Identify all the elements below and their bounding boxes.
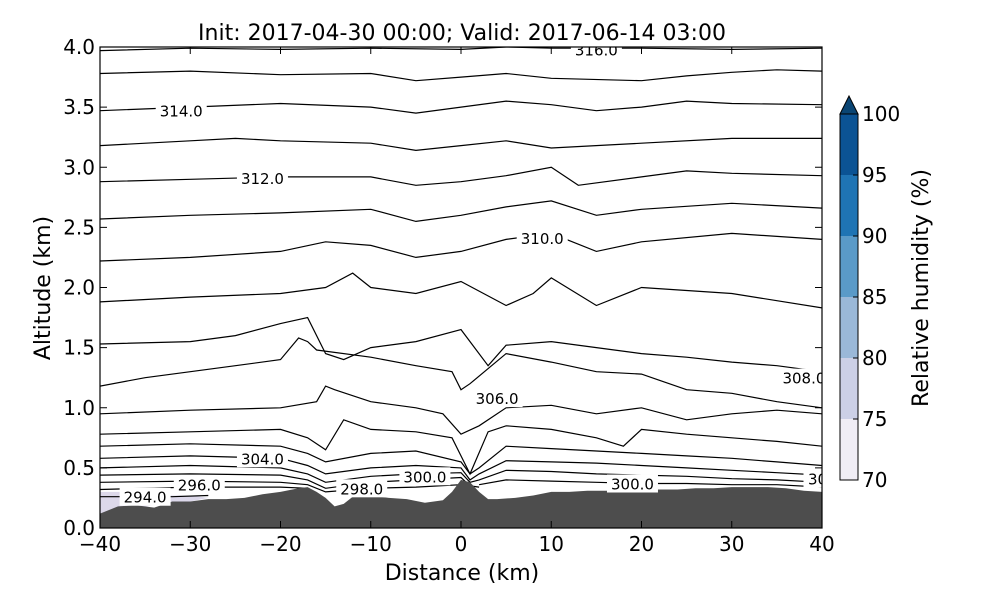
contour-line-0 <box>100 47 822 52</box>
contour-line-13 <box>100 455 822 481</box>
contour-label-18: 296.0 <box>178 477 221 495</box>
y-tick-label-7: 3.5 <box>63 95 95 119</box>
x-tick-label-3: −10 <box>350 532 392 556</box>
colorbar-tick-label-4: 90 <box>862 224 887 248</box>
x-tick-label-8: 40 <box>809 532 834 556</box>
y-tick-label-5: 2.5 <box>63 215 95 239</box>
y-tick-label-8: 4.0 <box>63 35 95 59</box>
contour-line-9 <box>100 337 822 409</box>
colorbar-segment-0 <box>840 419 858 480</box>
x-axis-label: Distance (km) <box>385 561 540 586</box>
colorbar-tick-label-3: 85 <box>862 285 887 309</box>
contour-line-5 <box>100 200 822 223</box>
contour-label-bg-19 <box>119 487 171 506</box>
contour-label-bg-edge <box>803 469 822 488</box>
contour-label-6: 310.0 <box>521 230 564 248</box>
colorbar-segment-5 <box>840 114 858 175</box>
colorbar-tick-label-6: 100 <box>862 102 900 126</box>
colorbar-extend-arrow <box>839 94 859 115</box>
contour-label-bg-9 <box>471 389 523 408</box>
contour-label-19: 294.0 <box>124 489 167 507</box>
y-tick-label-0: 0.0 <box>63 516 95 540</box>
contour-label-17: 298.0 <box>340 480 383 498</box>
colorbar-segment-4 <box>840 175 858 236</box>
contour-label-bg-4 <box>236 169 288 188</box>
contour-line-2 <box>100 100 822 114</box>
x-tick-label-7: 30 <box>719 532 744 556</box>
contour-line-14 <box>100 464 822 483</box>
contour-line-7 <box>100 272 822 309</box>
colorbar-tick-label-0: 70 <box>862 468 887 492</box>
contour-label-4: 312.0 <box>241 170 284 188</box>
y-tick-label-3: 1.5 <box>63 336 95 360</box>
contour-label-8: 308.0 <box>782 370 825 388</box>
colorbar-segment-1 <box>840 358 858 419</box>
x-tick-label-4: 0 <box>455 532 468 556</box>
contour-label-0: 316.0 <box>575 41 618 59</box>
contour-label-bg-14 <box>399 467 451 486</box>
y-axis-label: Altitude (km) <box>31 216 56 360</box>
contour-line-10 <box>100 385 822 435</box>
contour-label-bg-2 <box>155 101 207 120</box>
contour-line-8 <box>100 316 822 373</box>
contour-label-11: 304.0 <box>241 450 284 468</box>
contour-label-9: 306.0 <box>476 390 519 408</box>
x-tick-label-0: −40 <box>79 532 121 556</box>
contour-label-bg-17 <box>336 479 388 498</box>
contour-label-bg-6 <box>516 229 568 248</box>
colorbar: 70 75 80 85 90 95 100 <box>839 94 900 492</box>
colorbar-segment-3 <box>840 236 858 297</box>
contour-line-1 <box>100 69 822 82</box>
colorbar-tick-label-1: 75 <box>862 407 887 431</box>
contour-label-bg-11 <box>236 449 288 468</box>
x-tick-label-1: −30 <box>169 532 211 556</box>
y-tick-label-2: 1.0 <box>63 396 95 420</box>
y-tick-label-6: 3.0 <box>63 155 95 179</box>
colorbar-segment-2 <box>840 297 858 358</box>
contour-label-bg-18 <box>173 475 225 494</box>
contour-line-12 <box>100 443 822 475</box>
contour-label-bg-8 <box>778 368 822 387</box>
chart-title: Init: 2017-04-30 00:00; Valid: 2017-06-1… <box>198 21 726 46</box>
colorbar-tick-label-2: 80 <box>862 346 887 370</box>
colorbar-label: Relative humidity (%) <box>909 169 934 407</box>
contour-label-14: 300.0 <box>403 468 446 486</box>
contour-line-6 <box>100 232 822 262</box>
y-tick-label-4: 2.0 <box>63 276 95 300</box>
contour-line-3 <box>100 137 822 152</box>
contour-label-edge: 30 <box>808 471 827 489</box>
contour-label-bg-15 <box>606 474 658 493</box>
x-tick-label-5: 10 <box>539 532 564 556</box>
contour-label-bg-0 <box>570 47 622 59</box>
contour-line-4 <box>100 166 822 186</box>
x-tick-label-6: 20 <box>629 532 654 556</box>
contour-label-2: 314.0 <box>160 103 203 121</box>
y-tick-label-1: 0.5 <box>63 456 95 480</box>
contour-label-15: 300.0 <box>611 476 654 494</box>
colorbar-tick-label-5: 95 <box>862 163 887 187</box>
x-tick-label-2: −20 <box>259 532 301 556</box>
